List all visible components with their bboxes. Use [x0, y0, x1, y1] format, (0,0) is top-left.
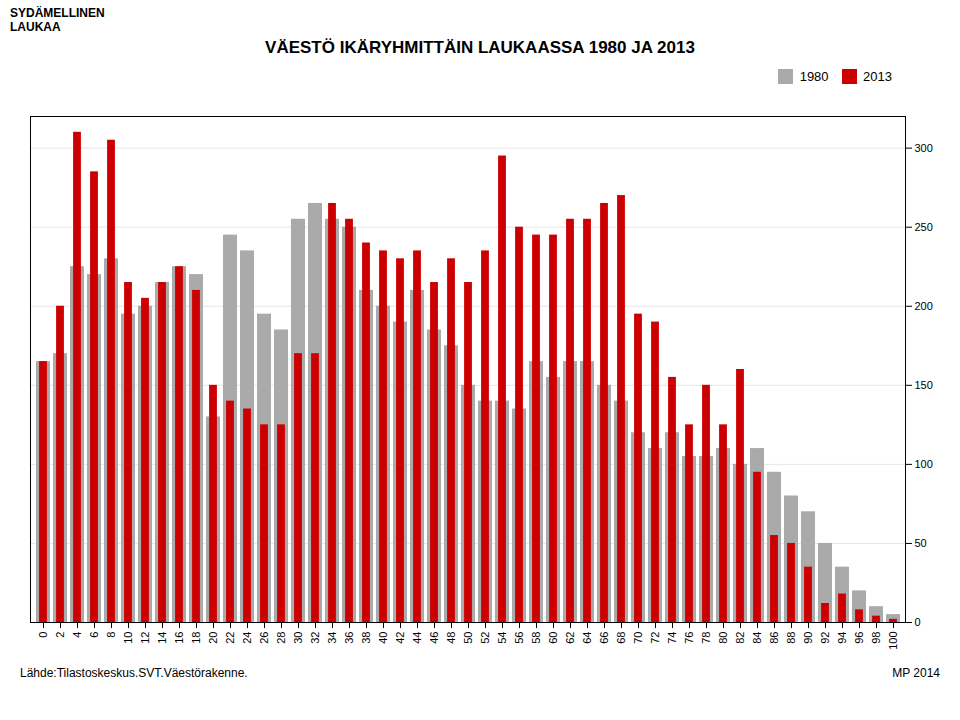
svg-text:80: 80 — [717, 631, 729, 643]
svg-text:46: 46 — [428, 631, 440, 643]
svg-text:88: 88 — [785, 631, 797, 643]
svg-text:2: 2 — [54, 631, 66, 637]
svg-text:150: 150 — [915, 378, 933, 390]
html-text:SYDÄMELLINEN: SYDÄMELLINEN — [10, 6, 105, 20]
svg-text:68: 68 — [615, 631, 627, 643]
svg-text:48: 48 — [445, 631, 457, 643]
html-text:VÄESTÖ IKÄRYHMITTÄIN LAUKAASSA: VÄESTÖ IKÄRYHMITTÄIN LAUKAASSA 1980 JA 2… — [265, 38, 695, 57]
svg-text:0: 0 — [915, 616, 921, 628]
svg-text:4: 4 — [71, 631, 83, 637]
svg-text:0: 0 — [37, 631, 49, 637]
svg-text:64: 64 — [581, 631, 593, 643]
svg-text:62: 62 — [564, 631, 576, 643]
svg-text:82: 82 — [734, 631, 746, 643]
svg-text:94: 94 — [836, 631, 848, 643]
svg-text:6: 6 — [88, 631, 100, 637]
svg-text:78: 78 — [700, 631, 712, 643]
svg-text:20: 20 — [207, 631, 219, 643]
svg-text:32: 32 — [309, 631, 321, 643]
svg-text:56: 56 — [513, 631, 525, 643]
svg-text:24: 24 — [241, 631, 253, 643]
svg-text:96: 96 — [853, 631, 865, 643]
svg-text:8: 8 — [105, 631, 117, 637]
svg-text:28: 28 — [275, 631, 287, 643]
svg-text:92: 92 — [819, 631, 831, 643]
svg-text:18: 18 — [190, 631, 202, 643]
html-text:2013: 2013 — [863, 69, 892, 84]
svg-text:44: 44 — [411, 631, 423, 643]
svg-text:100: 100 — [887, 631, 899, 649]
svg-text:34: 34 — [326, 631, 338, 643]
svg-text:90: 90 — [802, 631, 814, 643]
svg-text:50: 50 — [462, 631, 474, 643]
svg-text:54: 54 — [496, 631, 508, 643]
svg-text:74: 74 — [666, 631, 678, 643]
svg-text:300: 300 — [915, 141, 933, 153]
svg-text:30: 30 — [292, 631, 304, 643]
svg-text:250: 250 — [915, 220, 933, 232]
svg-text:10: 10 — [122, 631, 134, 643]
svg-text:38: 38 — [360, 631, 372, 643]
svg-text:200: 200 — [915, 299, 933, 311]
html-text:MP 2014: MP 2014 — [892, 665, 940, 680]
svg-text:42: 42 — [394, 631, 406, 643]
svg-text:86: 86 — [768, 631, 780, 643]
svg-text:84: 84 — [751, 631, 763, 643]
svg-text:50: 50 — [915, 536, 927, 548]
html-text:LAUKAA: LAUKAA — [10, 20, 61, 34]
svg-text:22: 22 — [224, 631, 236, 643]
svg-text:16: 16 — [173, 631, 185, 643]
svg-text:12: 12 — [139, 631, 151, 643]
html-text:1980: 1980 — [799, 69, 829, 84]
svg-text:14: 14 — [156, 631, 168, 643]
svg-text:76: 76 — [683, 631, 695, 643]
svg-text:98: 98 — [870, 631, 882, 643]
svg-text:58: 58 — [530, 631, 542, 643]
svg-text:72: 72 — [649, 631, 661, 643]
svg-text:40: 40 — [377, 631, 389, 643]
svg-text:36: 36 — [343, 631, 355, 643]
svg-text:60: 60 — [547, 631, 559, 643]
html-text:Lähde:Tilastoskeskus.SVT.Väest: Lähde:Tilastoskeskus.SVT.Väestörakenne. — [20, 665, 248, 680]
svg-text:26: 26 — [258, 631, 270, 643]
svg-text:70: 70 — [632, 631, 644, 643]
svg-text:100: 100 — [915, 457, 933, 469]
svg-text:52: 52 — [479, 631, 491, 643]
svg-text:66: 66 — [598, 631, 610, 643]
